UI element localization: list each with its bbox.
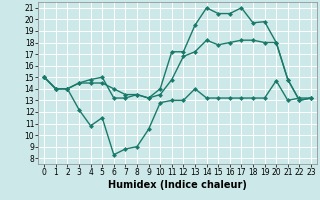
X-axis label: Humidex (Indice chaleur): Humidex (Indice chaleur) bbox=[108, 180, 247, 190]
